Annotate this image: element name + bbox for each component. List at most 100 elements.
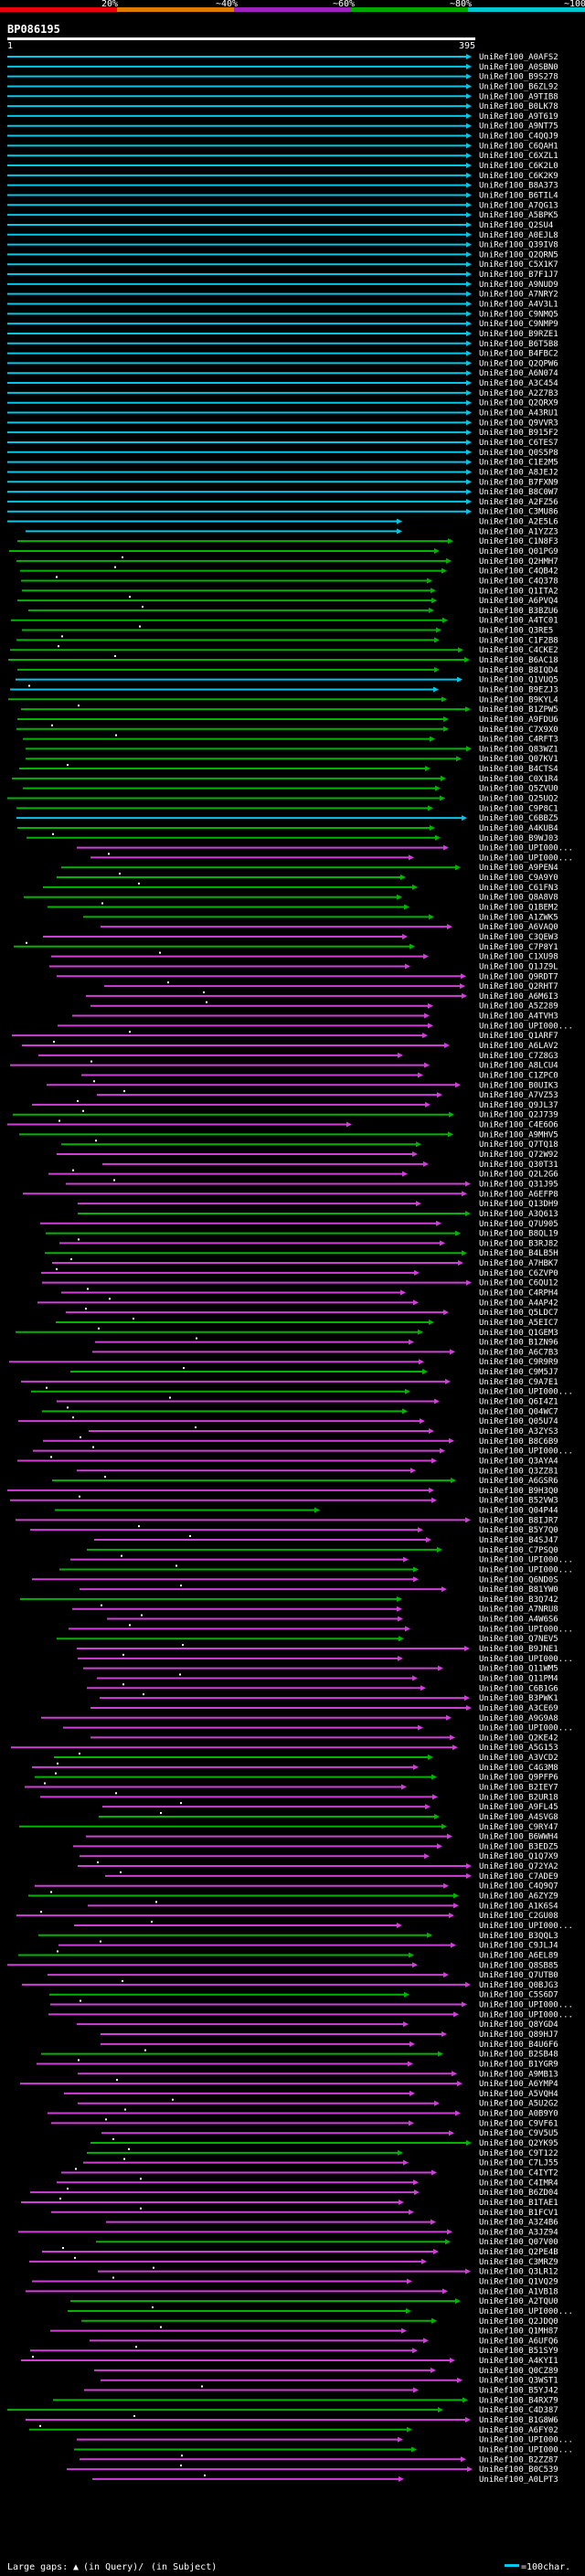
hit-label[interactable]: UniRef100_C6ZVP0 [479, 1269, 558, 1278]
hit-label[interactable]: UniRef100_Q2L2G6 [479, 1171, 558, 1180]
hit-label[interactable]: UniRef100_A3CE69 [479, 1704, 558, 1713]
hit-label[interactable]: UniRef100_UPI000... [479, 1655, 573, 1664]
hit-label[interactable]: UniRef100_C4IMR4 [479, 2178, 558, 2188]
hit-label[interactable]: UniRef100_C61FN3 [479, 884, 558, 893]
hit-label[interactable]: UniRef100_B9H3Q0 [479, 1487, 558, 1496]
hit-label[interactable]: UniRef100_A1VB18 [479, 2287, 558, 2296]
hit-label[interactable]: UniRef100_C9A9Y0 [479, 874, 558, 883]
hit-label[interactable]: UniRef100_C4QQJ9 [479, 133, 558, 142]
hit-label[interactable]: UniRef100_Q1JZ9L [479, 962, 558, 971]
hit-label[interactable]: UniRef100_B5Y7Q0 [479, 1526, 558, 1535]
hit-label[interactable]: UniRef100_B6ZL92 [479, 82, 558, 91]
hit-label[interactable]: UniRef100_C9NMP9 [479, 320, 558, 329]
hit-label[interactable]: UniRef100_B6WWH4 [479, 1833, 558, 1842]
hit-label[interactable]: UniRef100_B8QL19 [479, 1230, 558, 1239]
hit-label[interactable]: UniRef100_A0LPT3 [479, 2475, 558, 2485]
hit-label[interactable]: UniRef100_C6QU12 [479, 1279, 558, 1288]
hit-label[interactable]: UniRef100_UPI000... [479, 1922, 573, 1931]
hit-label[interactable]: UniRef100_B3QQL3 [479, 1932, 558, 1941]
hit-label[interactable]: UniRef100_Q2QPW6 [479, 359, 558, 368]
hit-label[interactable]: UniRef100_C9T122 [479, 2149, 558, 2158]
hit-label[interactable]: UniRef100_C4Q378 [479, 577, 558, 586]
hit-label[interactable]: UniRef100_C4D387 [479, 2406, 558, 2415]
hit-label[interactable]: UniRef100_A4KUB4 [479, 824, 558, 833]
hit-label[interactable]: UniRef100_C9R9R9 [479, 1358, 558, 1367]
hit-label[interactable]: UniRef100_UPI000... [479, 1556, 573, 1565]
hit-label[interactable]: UniRef100_C4RPH4 [479, 1289, 558, 1299]
hit-label[interactable]: UniRef100_A6EL89 [479, 1951, 558, 1960]
hit-label[interactable]: UniRef100_C1E2M5 [479, 459, 558, 468]
hit-label[interactable]: UniRef100_B4RX79 [479, 2396, 558, 2405]
hit-label[interactable]: UniRef100_Q1Q7X9 [479, 1852, 558, 1861]
hit-label[interactable]: UniRef100_C6K2L0 [479, 162, 558, 171]
hit-label[interactable]: UniRef100_A9NT75 [479, 122, 558, 132]
hit-label[interactable]: UniRef100_A3JZ94 [479, 2228, 558, 2237]
hit-label[interactable]: UniRef100_C9P8C1 [479, 804, 558, 813]
hit-label[interactable]: UniRef100_C6BBZ5 [479, 814, 558, 823]
hit-label[interactable]: UniRef100_B3BZU6 [479, 607, 558, 616]
hit-label[interactable]: UniRef100_A6C7B3 [479, 1348, 558, 1357]
hit-label[interactable]: UniRef100_Q25UQ2 [479, 795, 558, 804]
hit-label[interactable]: UniRef100_Q01PG9 [479, 547, 558, 557]
hit-label[interactable]: UniRef100_B4FBC2 [479, 350, 558, 359]
hit-label[interactable]: UniRef100_B3EDZ5 [479, 1842, 558, 1851]
hit-label[interactable]: UniRef100_A6VAQ0 [479, 923, 558, 932]
hit-label[interactable]: UniRef100_B6AC18 [479, 656, 558, 665]
hit-label[interactable]: UniRef100_C9A7E1 [479, 1378, 558, 1387]
hit-label[interactable]: UniRef100_A1YZZ3 [479, 527, 558, 536]
hit-label[interactable]: UniRef100_Q7UTB0 [479, 1971, 558, 1980]
hit-label[interactable]: UniRef100_B3Q742 [479, 1595, 558, 1605]
hit-label[interactable]: UniRef100_B8C0W7 [479, 488, 558, 497]
hit-label[interactable]: UniRef100_A6M6I3 [479, 992, 558, 1002]
hit-label[interactable]: UniRef100_C4E6O6 [479, 1121, 558, 1130]
hit-label[interactable]: UniRef100_Q0BJG3 [479, 1981, 558, 1990]
hit-label[interactable]: UniRef100_B52VW3 [479, 1497, 558, 1506]
hit-label[interactable]: UniRef100_Q2JDQ0 [479, 2317, 558, 2327]
hit-label[interactable]: UniRef100_A6GSR6 [479, 1477, 558, 1486]
hit-label[interactable]: UniRef100_B915F2 [479, 429, 558, 438]
hit-label[interactable]: UniRef100_Q9RDT7 [479, 972, 558, 981]
hit-label[interactable]: UniRef100_A5EIC7 [479, 1319, 558, 1328]
hit-label[interactable]: UniRef100_C4IYT2 [479, 2168, 558, 2178]
hit-label[interactable]: UniRef100_Q1ARF7 [479, 1032, 558, 1041]
hit-label[interactable]: UniRef100_UPI000... [479, 853, 573, 863]
hit-label[interactable]: UniRef100_B7F1J7 [479, 270, 558, 280]
hit-label[interactable]: UniRef100_C0X1R4 [479, 775, 558, 784]
hit-label[interactable]: UniRef100_Q13DH9 [479, 1200, 558, 1209]
hit-label[interactable]: UniRef100_A3VCD2 [479, 1754, 558, 1763]
hit-label[interactable]: UniRef100_B5YJ42 [479, 2387, 558, 2396]
hit-label[interactable]: UniRef100_B0LK78 [479, 102, 558, 111]
hit-label[interactable]: UniRef100_C1N8F3 [479, 537, 558, 546]
hit-label[interactable]: UniRef100_Q3WST1 [479, 2377, 558, 2386]
hit-label[interactable]: UniRef100_A9PEN4 [479, 864, 558, 873]
hit-label[interactable]: UniRef100_C9JLJ4 [479, 1942, 558, 1951]
hit-label[interactable]: UniRef100_A2FZ56 [479, 498, 558, 507]
hit-label[interactable]: UniRef100_Q3RE5 [479, 627, 553, 636]
hit-label[interactable]: UniRef100_B9WJ03 [479, 834, 558, 843]
hit-label[interactable]: UniRef100_A3Z4B6 [479, 2219, 558, 2228]
hit-label[interactable]: UniRef100_Q11PM4 [479, 1674, 558, 1683]
hit-label[interactable]: UniRef100_Q8A8V8 [479, 894, 558, 903]
hit-label[interactable]: UniRef100_B0UIK3 [479, 1081, 558, 1090]
hit-label[interactable]: UniRef100_A9FL45 [479, 1803, 558, 1812]
hit-label[interactable]: UniRef100_B6TIL4 [479, 191, 558, 200]
hit-label[interactable]: UniRef100_A2E5L6 [479, 518, 558, 527]
hit-label[interactable]: UniRef100_A9FDU6 [479, 716, 558, 725]
hit-label[interactable]: UniRef100_A6N074 [479, 369, 558, 378]
hit-label[interactable]: UniRef100_A6EFP8 [479, 1190, 558, 1199]
hit-label[interactable]: UniRef100_Q07KV1 [479, 755, 558, 764]
hit-label[interactable]: UniRef100_Q7TQ18 [479, 1140, 558, 1150]
hit-label[interactable]: UniRef100_A4TVH3 [479, 1012, 558, 1022]
hit-label[interactable]: UniRef100_A9MB13 [479, 2070, 558, 2079]
hit-label[interactable]: UniRef100_C6K2K9 [479, 172, 558, 181]
hit-label[interactable]: UniRef100_B8A373 [479, 182, 558, 191]
hit-label[interactable]: UniRef100_Q8YGD4 [479, 2020, 558, 2030]
hit-label[interactable]: UniRef100_A6LAV2 [479, 1042, 558, 1051]
hit-label[interactable]: UniRef100_Q72W92 [479, 1150, 558, 1160]
hit-label[interactable]: UniRef100_C5S6D7 [479, 1991, 558, 2000]
hit-label[interactable]: UniRef100_Q5ZVU0 [479, 785, 558, 794]
hit-label[interactable]: UniRef100_B6ZD04 [479, 2189, 558, 2198]
hit-label[interactable]: UniRef100_Q39IV8 [479, 241, 558, 250]
hit-label[interactable]: UniRef100_A0AFS2 [479, 53, 558, 62]
hit-label[interactable]: UniRef100_UPI000... [479, 2010, 573, 2019]
